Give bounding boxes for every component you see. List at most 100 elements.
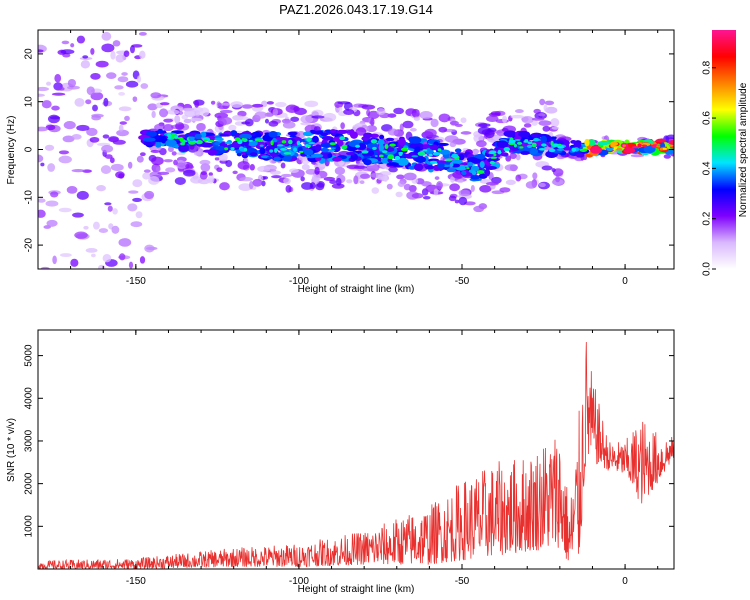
spectrogram-core-blob xyxy=(527,141,533,145)
spectrogram-ridge-blob xyxy=(214,141,221,146)
spectrogram-noise-blob xyxy=(476,140,487,148)
spectrogram-noise-blob xyxy=(63,121,76,130)
spectrogram-noise-blob xyxy=(60,49,75,55)
spectrogram-core-blob xyxy=(167,133,172,138)
spectrogram-noise-blob xyxy=(449,183,460,192)
spectrogram-noise-blob xyxy=(515,154,521,161)
spectrogram-noise-blob xyxy=(111,225,120,234)
spectrogram-ridge-blob xyxy=(310,153,324,158)
colorbar-tick-label: 0.6 xyxy=(702,111,713,125)
spectrogram-noise-blob xyxy=(271,175,282,179)
spectrogram-ridge-blob xyxy=(461,170,467,175)
spectrogram-noise-blob xyxy=(448,195,457,202)
spectrogram-noise-blob xyxy=(473,205,485,213)
spectrogram-noise-blob xyxy=(293,106,300,112)
spectrogram-noise-blob xyxy=(449,141,457,148)
spectrogram-ridge-blob xyxy=(143,137,156,142)
spectrogram-core-blob xyxy=(538,147,546,151)
spectrogram-ridge-blob xyxy=(219,133,229,137)
spectrogram-ridge-blob xyxy=(562,147,574,151)
colorbar-ticks: 0.0 0.2 0.4 0.6 0.8 xyxy=(702,60,716,276)
spectrogram-core-blob xyxy=(306,137,312,142)
spectrogram-noise-blob xyxy=(57,86,65,91)
spectrogram-ridge-blob xyxy=(249,152,258,157)
spectrogram-noise-blob xyxy=(257,165,271,173)
spectrogram-noise-blob xyxy=(91,113,104,118)
spectrogram-ridge-blob xyxy=(397,157,409,166)
spectrogram-core-blob xyxy=(188,141,196,145)
spectrogram-noise-blob xyxy=(249,163,255,171)
spectrogram-noise-blob xyxy=(314,166,320,175)
spectrogram-noise-blob xyxy=(136,75,142,83)
spectrogram-noise-blob xyxy=(296,130,306,139)
spectrogram-ridge-blob xyxy=(496,140,509,149)
spectrogram-ridge-blob xyxy=(267,156,273,160)
snr-frame xyxy=(37,329,675,570)
spectrogram-noise-blob xyxy=(38,86,49,92)
spectrogram-noise-blob xyxy=(66,186,78,194)
spectrogram-core-blob xyxy=(277,144,284,147)
spectrogram-noise-blob xyxy=(531,117,545,121)
spectrogram-ridge-blob xyxy=(336,129,349,135)
spectrogram-core-blob xyxy=(464,165,469,168)
spectrogram-noise-blob xyxy=(377,174,386,181)
spectrogram-noise-blob xyxy=(154,123,165,131)
spectrogram-noise-blob xyxy=(268,120,279,127)
spectrogram-noise-blob xyxy=(41,100,52,109)
spectrogram-ridge-blob xyxy=(287,131,298,136)
spectrogram-core-blob xyxy=(179,136,184,142)
spectrogram-noise-blob xyxy=(61,40,70,45)
spectrogram-core-blob xyxy=(224,141,232,145)
spectrogram-noise-blob xyxy=(454,199,460,204)
spectrogram-noise-blob xyxy=(359,180,365,185)
spectrogram-noise-blob xyxy=(543,104,548,112)
spectrogram-noise-blob xyxy=(106,72,117,79)
spectrogram-noise-blob xyxy=(551,126,560,130)
spectrogram-noise-blob xyxy=(300,176,305,182)
snr-y-tick-label: 4000 xyxy=(24,387,35,410)
snr-panel: -150 -100 -50 0 1000 2000 3000 4000 5000 Height … xyxy=(6,329,675,595)
spectrogram-ridge-blob xyxy=(414,156,427,163)
spectrogram-noise-blob xyxy=(361,104,376,110)
spectrogram-ridge-blob xyxy=(247,142,258,147)
spectrogram-noise-blob xyxy=(282,121,296,129)
spectrogram-core-blob xyxy=(513,143,517,148)
spectrogram-core-blob xyxy=(329,142,337,146)
spectrogram-noise-blob xyxy=(438,126,448,133)
colorbar: 0.0 0.2 0.4 0.6 0.8 Normalized spectral ampl… xyxy=(702,30,749,276)
spectrogram-noise-blob xyxy=(434,176,440,180)
spectrogram-noise-blob xyxy=(315,182,325,191)
spectrogram-panel: -150 -100 -50 0 20 10 0 -10 -20 Height of straig… xyxy=(6,29,675,295)
spectrogram-noise-blob xyxy=(90,91,104,101)
spectrogram-core-blob xyxy=(449,162,454,168)
spectrogram-noise-blob xyxy=(430,118,439,128)
spectrogram-noise-blob xyxy=(190,176,203,184)
spectrogram-core-blob xyxy=(668,144,674,147)
spectrogram-noise-blob xyxy=(551,168,556,173)
spectrogram-ridge-blob xyxy=(273,156,281,162)
spectrogram-noise-blob xyxy=(92,104,98,112)
spectrogram-noise-blob xyxy=(409,127,417,132)
spectrogram-noise-blob xyxy=(219,182,230,191)
spectrogram-noise-blob xyxy=(70,43,75,48)
spectrogram-ridge-blob xyxy=(266,145,272,150)
spectrogram-noise-blob xyxy=(138,31,147,36)
spectrogram-ridge-blob xyxy=(268,130,278,138)
spectrogram-core-blob xyxy=(571,147,577,152)
spectrogram-ridge-blob xyxy=(143,141,153,146)
spectrogram-noise-blob xyxy=(109,157,115,164)
spectrogram-core-blob xyxy=(526,144,533,148)
spectrogram-noise-blob xyxy=(193,151,202,156)
spectrogram-ridge-blob xyxy=(350,153,359,161)
spectrogram-noise-blob xyxy=(542,125,551,132)
spectrogram-ridge-blob xyxy=(302,131,314,137)
spectrogram-noise-blob xyxy=(100,165,112,174)
spectrogram-noise-blob xyxy=(366,125,377,133)
spectrogram-noise-blob xyxy=(163,159,173,163)
spectrogram-noise-blob xyxy=(241,121,251,125)
spectrogram-noise-blob xyxy=(40,266,50,269)
spectrogram-noise-blob xyxy=(449,120,459,126)
spectrogram-core-blob xyxy=(372,146,377,150)
spectrogram-noise-blob xyxy=(346,164,360,169)
spectrogram-core-blob xyxy=(288,139,293,145)
